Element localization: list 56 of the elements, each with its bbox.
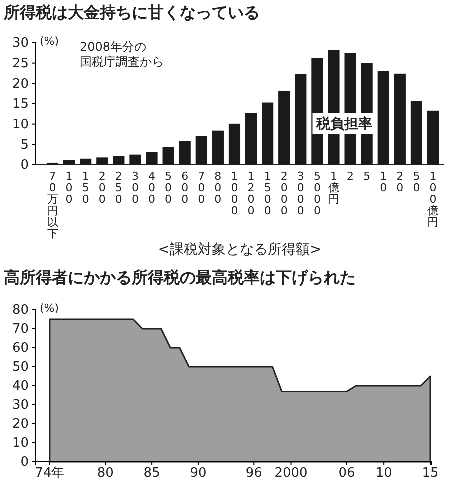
x-tick-label: 15 [422, 466, 439, 482]
x-tick-label: 85 [144, 466, 160, 482]
x-tick-label: 150 [82, 170, 90, 206]
y-tick-label: 50 [12, 360, 29, 376]
y-tick-label: 80 [12, 303, 29, 318]
y-axis-title: (%) [40, 302, 60, 315]
x-tick-label: 3000 [297, 170, 304, 218]
y-tick-label: 5 [20, 138, 29, 153]
x-tick-label: 2000 [280, 170, 288, 218]
chart-title: 所得税は大金持ちに甘くなっている [3, 3, 260, 22]
x-tick-label: 250 [115, 170, 122, 206]
x-tick-label: 96 [246, 466, 262, 482]
x-tick-label: 2000 [274, 466, 308, 482]
y-tick-label: 0 [20, 158, 29, 174]
x-tick-label: 50 [413, 170, 420, 194]
x-tick-label: 500 [165, 170, 172, 206]
x-tick-label: 74年 [35, 466, 65, 482]
y-tick-label: 20 [12, 76, 29, 92]
series-label: 税負担率 [316, 115, 373, 132]
x-tick-label: 10 [380, 170, 388, 194]
y-tick-label: 60 [12, 341, 29, 356]
x-tick-label: 1000 [231, 170, 238, 218]
x-tick-label: 10 [376, 466, 392, 482]
y-axis-title: (%) [40, 35, 60, 48]
y-tick-label: 10 [12, 436, 29, 452]
chart-title: 高所得者にかかる所得税の最高税率は下げられた [4, 268, 356, 287]
y-tick-label: 30 [12, 36, 29, 52]
x-tick-label: 100 [66, 170, 73, 206]
y-tick-label: 15 [12, 97, 29, 112]
x-tick-label: 2 [347, 170, 354, 183]
x-tick-label: 1200 [248, 170, 255, 218]
y-tick-label: 25 [12, 56, 29, 72]
x-tick-label: 400 [148, 170, 156, 206]
x-axis-title: <課税対象となる所得額> [158, 242, 322, 258]
x-tick-label: 80 [97, 466, 114, 482]
y-tick-label: 10 [12, 117, 29, 132]
y-tick-label: 20 [12, 417, 29, 432]
x-tick-label: 200 [98, 170, 106, 206]
x-tick-label: 700 [198, 170, 206, 206]
x-tick-label: 5000 [314, 170, 321, 218]
y-tick-label: 30 [12, 398, 29, 414]
x-tick-label: 06 [338, 466, 356, 482]
x-tick-label: 800 [214, 170, 222, 206]
x-tick-label: 300 [132, 170, 139, 206]
x-tick-label: 70万円以下 [47, 170, 58, 240]
x-tick-label: 1500 [264, 170, 272, 218]
y-tick-label: 40 [12, 379, 29, 394]
annotation: 2008年分の国税庁調査から [80, 40, 164, 69]
x-tick-label: 100億円 [428, 170, 439, 229]
x-tick-label: 600 [182, 170, 189, 206]
y-tick-label: 70 [12, 322, 29, 338]
x-tick-label: 5 [364, 170, 371, 183]
x-tick-label: 1億円 [328, 170, 340, 206]
x-tick-label: 20 [396, 170, 404, 194]
y-tick-label: 0 [20, 455, 29, 470]
x-tick-label: 90 [190, 466, 207, 482]
